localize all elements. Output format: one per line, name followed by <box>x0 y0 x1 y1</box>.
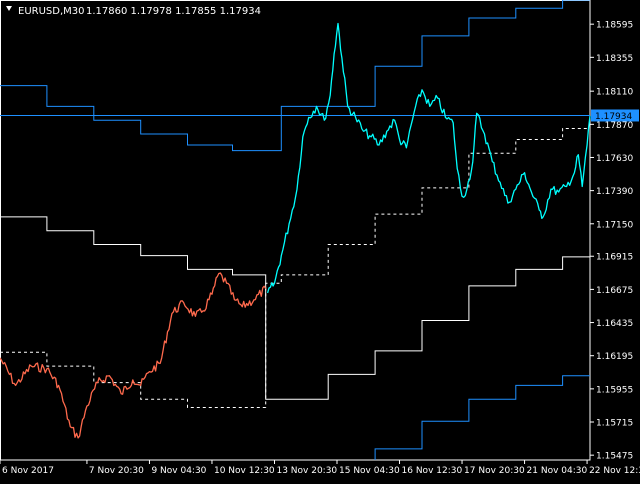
current-price-badge <box>591 109 639 122</box>
x-tick-label: 21 Nov 04:30 <box>527 466 588 476</box>
y-tick-label: 1.15475 <box>596 452 633 462</box>
x-tick-label: 6 Nov 2017 <box>2 466 54 476</box>
y-tick-label: 1.15955 <box>596 385 633 395</box>
y-tick-label: 1.18355 <box>596 54 633 64</box>
x-tick-label: 9 Nov 04:30 <box>151 466 206 476</box>
channel-band-3 <box>374 375 590 460</box>
current-price-label: 1.17934 <box>595 112 632 122</box>
x-tick-label: 16 Nov 12:30 <box>402 466 463 476</box>
channel-band-1 <box>0 216 590 400</box>
x-tick-label: 17 Nov 20:30 <box>464 466 525 476</box>
plot-area <box>0 0 591 461</box>
y-tick-label: 1.17870 <box>596 121 633 131</box>
y-tick-label: 1.17150 <box>596 220 633 230</box>
y-tick-label: 1.16675 <box>596 286 633 296</box>
y-tick-label: 1.16435 <box>596 319 633 329</box>
x-tick-label: 7 Nov 20:30 <box>89 466 144 476</box>
axes: 1.18595 1.18355 1.18110 1.17870 1.17630 1.173… <box>0 21 640 476</box>
channel-bands <box>0 0 590 460</box>
channel-band-0 <box>0 0 590 152</box>
y-tick-label: 1.18110 <box>596 88 633 98</box>
ohlc-label: 1.17860 1.17978 1.17855 1.17934 <box>86 6 261 17</box>
x-tick-label: 10 Nov 12:30 <box>214 466 275 476</box>
y-tick-label: 1.16195 <box>596 352 633 362</box>
chart-header: EURUSD,M30 1.17860 1.17978 1.17855 1.179… <box>6 6 261 17</box>
symbol-label: EURUSD,M30 <box>18 6 84 17</box>
y-tick-label: 1.15715 <box>596 419 633 429</box>
price-series-0 <box>0 272 267 439</box>
channel-band-2 <box>0 128 590 408</box>
y-tick-label: 1.18595 <box>596 21 633 31</box>
x-tick-label: 13 Nov 20:30 <box>276 466 337 476</box>
x-tick-label: 15 Nov 04:30 <box>339 466 400 476</box>
plot-frame <box>0 0 591 461</box>
collapse-triangle-icon[interactable] <box>6 6 12 11</box>
y-tick-label: 1.16915 <box>596 253 633 263</box>
price-series-1 <box>266 22 591 294</box>
x-tick-label: 22 Nov 12:30 <box>589 466 640 476</box>
y-tick-label: 1.17390 <box>596 187 633 197</box>
price-series <box>0 22 591 439</box>
y-tick-label: 1.17630 <box>596 154 633 164</box>
